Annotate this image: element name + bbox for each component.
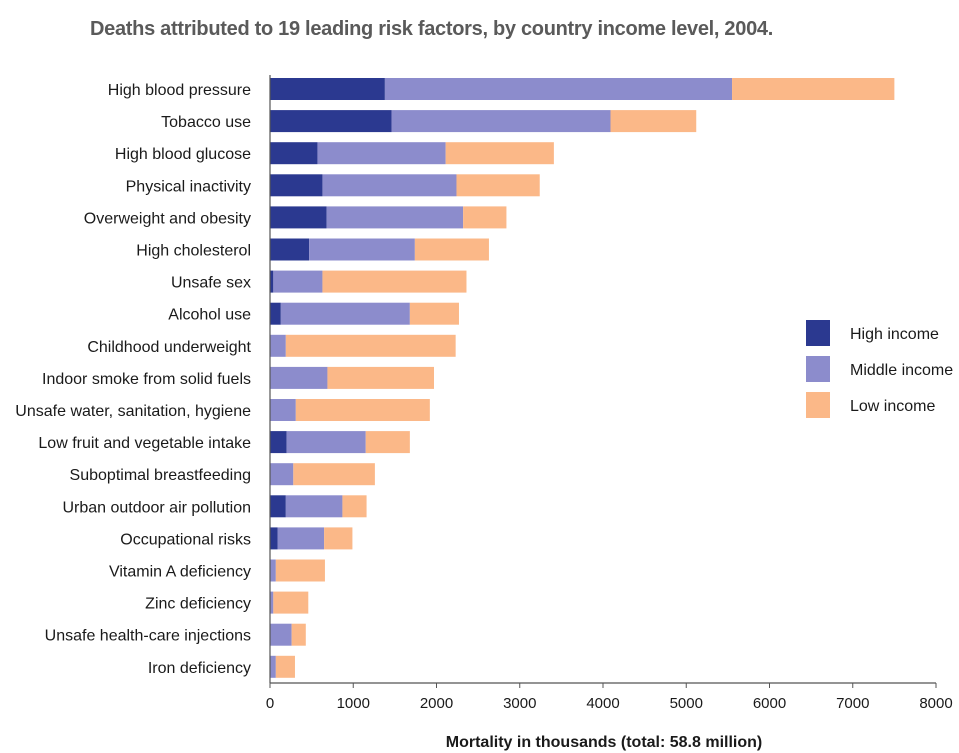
bar-childhood-underweight-middle-income bbox=[270, 334, 286, 357]
bar-high-blood-pressure-high-income bbox=[270, 78, 385, 100]
bar-tobacco-use-middle-income bbox=[391, 110, 611, 133]
bar-low-fruit-and-vegetable-intake-high-income bbox=[270, 431, 287, 454]
category-label-overweight-and-obesity: Overweight and obesity bbox=[84, 210, 251, 227]
bar-iron-deficiency-low-income bbox=[275, 655, 295, 678]
bar-zinc-deficiency-low-income bbox=[273, 591, 309, 614]
bar-high-blood-pressure-low-income bbox=[732, 78, 895, 100]
bar-urban-outdoor-air-pollution-low-income bbox=[342, 495, 367, 518]
category-label-low-fruit-and-vegetable-intake: Low fruit and vegetable intake bbox=[38, 435, 251, 452]
category-label-high-cholesterol: High cholesterol bbox=[136, 243, 251, 260]
bar-indoor-smoke-from-solid-fuels-middle-income bbox=[270, 366, 328, 389]
bars-group bbox=[270, 78, 895, 678]
bar-physical-inactivity-middle-income bbox=[322, 174, 457, 197]
bar-low-fruit-and-vegetable-intake-middle-income bbox=[286, 431, 366, 454]
category-label-childhood-underweight: Childhood underweight bbox=[87, 339, 251, 356]
x-tick-label-7000: 7000 bbox=[836, 695, 869, 712]
bar-alcohol-use-middle-income bbox=[280, 302, 410, 325]
category-label-tobacco-use: Tobacco use bbox=[161, 114, 251, 131]
bar-physical-inactivity-low-income bbox=[456, 174, 540, 197]
legend-swatch-low-income bbox=[806, 392, 830, 418]
category-label-high-blood-glucose: High blood glucose bbox=[115, 146, 251, 163]
bar-tobacco-use-high-income bbox=[270, 110, 392, 133]
x-axis: 0 1000 2000 3000 4000 5000 6000 7000 8000 bbox=[266, 75, 953, 712]
bar-occupational-risks-low-income bbox=[324, 527, 353, 550]
legend-swatch-middle-income bbox=[806, 356, 830, 382]
x-tick-label-2000: 2000 bbox=[420, 695, 453, 712]
bar-unsafe-health-care-injections-middle-income bbox=[270, 623, 292, 646]
bar-unsafe-sex-high-income bbox=[270, 270, 274, 293]
bar-suboptimal-breastfeeding-low-income bbox=[293, 463, 375, 486]
bar-iron-deficiency-middle-income bbox=[270, 655, 276, 678]
legend-label-high-income: High income bbox=[850, 326, 939, 343]
bar-childhood-underweight-low-income bbox=[285, 334, 456, 357]
bar-vitamin-a-deficiency-middle-income bbox=[270, 559, 276, 582]
bar-high-cholesterol-low-income bbox=[414, 238, 489, 261]
category-label-vitamin-a-deficiency: Vitamin A deficiency bbox=[109, 564, 251, 581]
bar-vitamin-a-deficiency-low-income bbox=[275, 559, 325, 582]
category-label-alcohol-use: Alcohol use bbox=[168, 307, 251, 324]
x-axis-title: Mortality in thousands (total: 58.8 mill… bbox=[446, 734, 762, 751]
x-tick-label-6000: 6000 bbox=[753, 695, 786, 712]
legend-swatch-high-income bbox=[806, 320, 830, 346]
bar-unsafe-health-care-injections-low-income bbox=[291, 623, 306, 646]
bar-occupational-risks-high-income bbox=[270, 527, 278, 550]
bar-unsafe-water-sanitation-hygiene-low-income bbox=[295, 399, 430, 421]
category-label-occupational-risks: Occupational risks bbox=[120, 531, 251, 548]
legend-label-middle-income: Middle income bbox=[850, 362, 953, 379]
bar-urban-outdoor-air-pollution-high-income bbox=[270, 495, 286, 518]
bar-tobacco-use-low-income bbox=[610, 110, 697, 133]
bar-high-cholesterol-high-income bbox=[270, 238, 310, 261]
bar-high-blood-glucose-middle-income bbox=[317, 142, 446, 165]
bar-overweight-and-obesity-high-income bbox=[270, 206, 327, 229]
x-tick-label-8000: 8000 bbox=[919, 695, 952, 712]
category-label-suboptimal-breastfeeding: Suboptimal breastfeeding bbox=[70, 467, 251, 484]
category-label-unsafe-water-sanitation-hygiene: Unsafe water, sanitation, hygiene bbox=[15, 403, 251, 420]
category-label-physical-inactivity: Physical inactivity bbox=[126, 178, 251, 195]
bar-physical-inactivity-high-income bbox=[270, 174, 323, 197]
category-label-iron-deficiency: Iron deficiency bbox=[148, 660, 251, 677]
bar-suboptimal-breastfeeding-middle-income bbox=[270, 463, 294, 486]
bar-high-blood-glucose-low-income bbox=[445, 142, 554, 165]
legend-label-low-income: Low income bbox=[850, 398, 935, 415]
bar-indoor-smoke-from-solid-fuels-low-income bbox=[327, 366, 435, 389]
chart-title: Deaths attributed to 19 leading risk fac… bbox=[90, 18, 773, 40]
category-labels: High blood pressure Tobacco use High blood… bbox=[15, 82, 251, 677]
x-tick-label-4000: 4000 bbox=[586, 695, 619, 712]
bar-unsafe-water-sanitation-hygiene-middle-income bbox=[270, 399, 296, 421]
bar-unsafe-sex-middle-income bbox=[273, 270, 323, 293]
bar-high-blood-glucose-high-income bbox=[270, 142, 318, 165]
x-tick-label-5000: 5000 bbox=[670, 695, 703, 712]
bar-low-fruit-and-vegetable-intake-low-income bbox=[365, 431, 410, 454]
category-label-unsafe-sex: Unsafe sex bbox=[171, 275, 251, 292]
bar-high-cholesterol-middle-income bbox=[309, 238, 415, 261]
bar-high-blood-pressure-middle-income bbox=[384, 78, 733, 100]
category-label-unsafe-health-care-injections: Unsafe health-care injections bbox=[45, 628, 251, 645]
category-label-indoor-smoke-from-solid-fuels: Indoor smoke from solid fuels bbox=[42, 371, 251, 388]
x-tick-label-1000: 1000 bbox=[337, 695, 370, 712]
bar-overweight-and-obesity-low-income bbox=[463, 206, 507, 229]
legend: High income Middle income Low income bbox=[806, 320, 953, 418]
x-tick-label-0: 0 bbox=[266, 695, 274, 712]
bar-alcohol-use-low-income bbox=[409, 302, 459, 325]
bar-zinc-deficiency-middle-income bbox=[270, 591, 274, 614]
category-label-high-blood-pressure: High blood pressure bbox=[108, 82, 251, 99]
bar-occupational-risks-middle-income bbox=[277, 527, 325, 550]
category-label-urban-outdoor-air-pollution: Urban outdoor air pollution bbox=[62, 499, 251, 516]
bar-alcohol-use-high-income bbox=[270, 302, 281, 325]
x-tick-label-3000: 3000 bbox=[503, 695, 536, 712]
bar-unsafe-sex-low-income bbox=[322, 270, 467, 293]
bar-urban-outdoor-air-pollution-middle-income bbox=[285, 495, 343, 518]
category-label-zinc-deficiency: Zinc deficiency bbox=[145, 596, 251, 613]
bar-overweight-and-obesity-middle-income bbox=[326, 206, 464, 229]
